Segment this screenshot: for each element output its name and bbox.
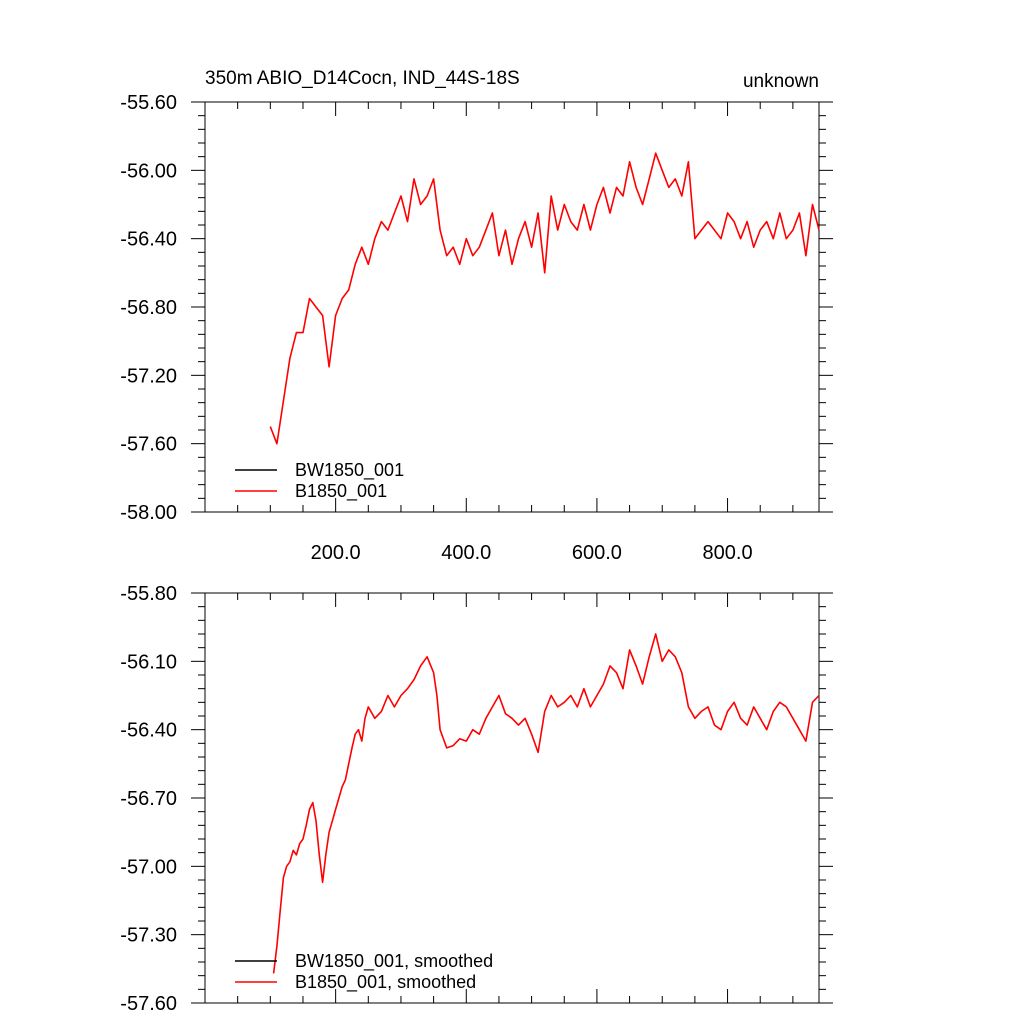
x-tick-label: 600.0 [572,542,622,564]
y-tick-label: -57.20 [120,365,177,387]
x-tick-label: 400.0 [441,542,491,564]
series-line-2 [272,633,820,974]
y-tick-label: -56.00 [120,160,177,182]
y-tick-label: -56.40 [120,229,177,251]
y-tick-label: -55.80 [120,583,177,605]
chart-panel-2: -57.60 -57.30 -57.00 -56.70 -56.40 -56.10 -55.… [120,583,833,1015]
y-tick-label: -57.60 [120,434,177,456]
chart-panel-1: 200.0 400.0 600.0 800.0 -58.00 -57.60 -57.20 -5… [120,68,833,564]
legend-label: BW1850_001 [295,460,404,481]
y-tick-label: -58.00 [120,502,177,524]
y-tick-label: -56.10 [120,651,177,673]
chart-title: 350m ABIO_D14Cocn, IND_44S-18S [205,68,520,89]
y-tick-label: -56.70 [120,788,177,810]
plot-frame [204,101,820,513]
y-tick-label: -57.60 [120,993,177,1015]
y-tick-label: -57.30 [120,925,177,947]
y-tick-label: -56.40 [120,720,177,742]
x-tick-label: 800.0 [703,542,753,564]
legend-label: BW1850_001, smoothed [295,951,493,972]
y-tick-label: -56.80 [120,297,177,319]
chart-title-right: unknown [743,71,819,92]
plot-frame [204,592,820,1004]
y-tick-label: -57.00 [120,856,177,878]
x-tick-label: 200.0 [311,542,361,564]
y-tick-label: -55.60 [120,92,177,114]
series-line-2 [269,152,820,445]
legend-label: B1850_001 [295,481,387,502]
legend-label: B1850_001, smoothed [295,972,476,993]
